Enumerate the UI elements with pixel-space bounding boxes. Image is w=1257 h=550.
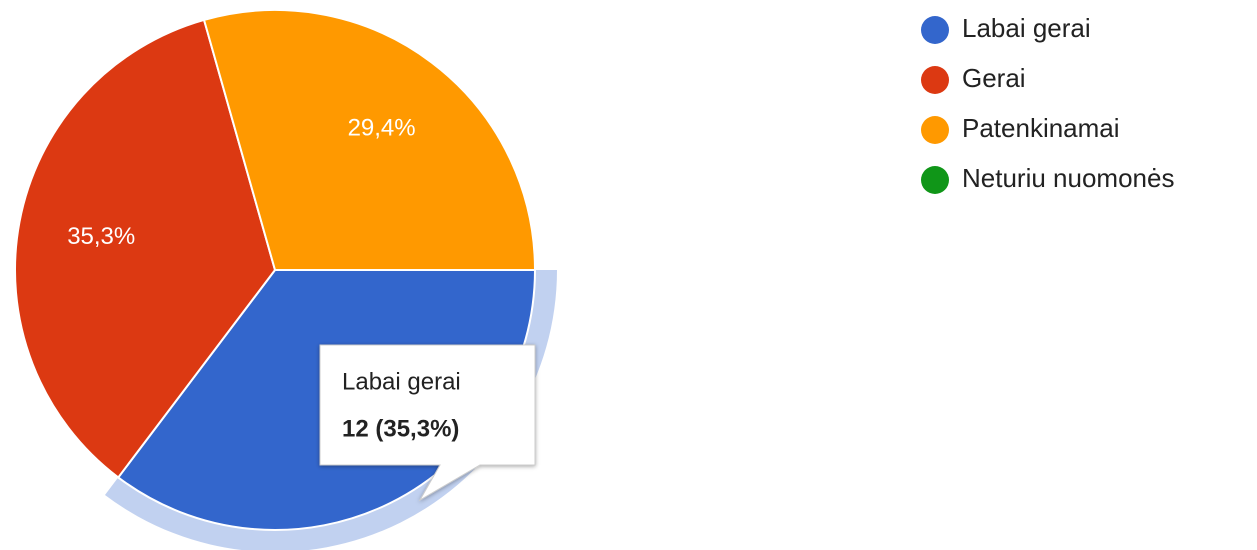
- legend-label: Gerai: [962, 63, 1026, 93]
- legend-label: Neturiu nuomonės: [962, 163, 1174, 193]
- legend-label: Patenkinamai: [962, 113, 1120, 143]
- data-label: 29,4%: [348, 114, 416, 141]
- legend-swatch: [921, 166, 949, 194]
- legend-label: Labai gerai: [962, 13, 1091, 43]
- legend-swatch: [921, 16, 949, 44]
- tooltip-value: 12 (35,3%): [342, 415, 459, 442]
- slice: [14, 18, 277, 479]
- tooltip-box: [319, 344, 536, 502]
- tooltip-category: Labai gerai: [342, 368, 461, 395]
- slice: [202, 9, 537, 271]
- tooltip: Labai gerai 12 (35,3%): [319, 344, 536, 502]
- legend-swatch: [921, 66, 949, 94]
- legend-swatch: [921, 116, 949, 144]
- data-label: 35,3%: [67, 223, 135, 250]
